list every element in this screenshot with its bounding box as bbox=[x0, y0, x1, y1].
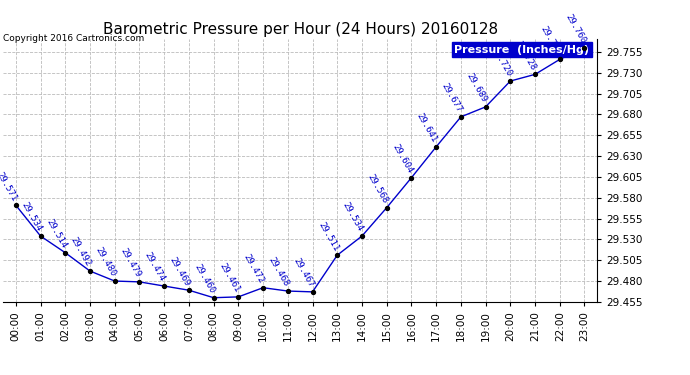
Point bbox=[184, 287, 195, 293]
Point bbox=[554, 56, 565, 62]
Text: 29.689: 29.689 bbox=[464, 72, 489, 104]
Text: 29.677: 29.677 bbox=[440, 82, 464, 114]
Text: 29.641: 29.641 bbox=[415, 112, 439, 144]
Text: 29.468: 29.468 bbox=[266, 256, 290, 288]
Text: 29.571: 29.571 bbox=[0, 170, 19, 202]
Text: Copyright 2016 Cartronics.com: Copyright 2016 Cartronics.com bbox=[3, 34, 145, 43]
Point bbox=[84, 268, 95, 274]
Point bbox=[480, 104, 491, 110]
Text: 29.534: 29.534 bbox=[19, 201, 43, 233]
Point bbox=[134, 279, 145, 285]
Text: 29.474: 29.474 bbox=[143, 251, 167, 283]
Text: Pressure  (Inches/Hg): Pressure (Inches/Hg) bbox=[455, 45, 589, 55]
Text: 29.728: 29.728 bbox=[514, 39, 538, 72]
Text: 29.472: 29.472 bbox=[242, 252, 266, 285]
Point bbox=[505, 78, 516, 84]
Point bbox=[159, 283, 170, 289]
Text: 29.568: 29.568 bbox=[366, 172, 389, 205]
Point bbox=[307, 289, 318, 295]
Text: 29.479: 29.479 bbox=[118, 247, 142, 279]
Text: 29.746: 29.746 bbox=[539, 24, 562, 57]
Text: 29.514: 29.514 bbox=[44, 217, 68, 250]
Text: 29.461: 29.461 bbox=[217, 262, 241, 294]
Point bbox=[357, 233, 368, 239]
Point bbox=[60, 250, 71, 256]
Text: 29.511: 29.511 bbox=[316, 220, 340, 252]
Text: 29.492: 29.492 bbox=[69, 236, 92, 268]
Text: 29.534: 29.534 bbox=[341, 201, 365, 233]
Text: 29.720: 29.720 bbox=[489, 46, 513, 78]
Text: 29.480: 29.480 bbox=[94, 246, 117, 278]
Text: 29.460: 29.460 bbox=[193, 262, 217, 295]
Point bbox=[35, 233, 46, 239]
Text: 29.469: 29.469 bbox=[168, 255, 192, 287]
Point bbox=[233, 294, 244, 300]
Point bbox=[455, 114, 466, 120]
Point bbox=[406, 175, 417, 181]
Text: 29.760: 29.760 bbox=[563, 12, 587, 45]
Point bbox=[282, 288, 293, 294]
Point bbox=[529, 71, 540, 77]
Point bbox=[109, 278, 120, 284]
Point bbox=[208, 295, 219, 301]
Title: Barometric Pressure per Hour (24 Hours) 20160128: Barometric Pressure per Hour (24 Hours) … bbox=[103, 22, 497, 37]
Text: 29.604: 29.604 bbox=[391, 142, 414, 175]
Point bbox=[579, 45, 590, 51]
Point bbox=[332, 252, 343, 258]
Point bbox=[431, 144, 442, 150]
Point bbox=[10, 202, 21, 208]
Text: 29.467: 29.467 bbox=[291, 256, 315, 289]
Point bbox=[257, 285, 268, 291]
Point bbox=[381, 205, 392, 211]
